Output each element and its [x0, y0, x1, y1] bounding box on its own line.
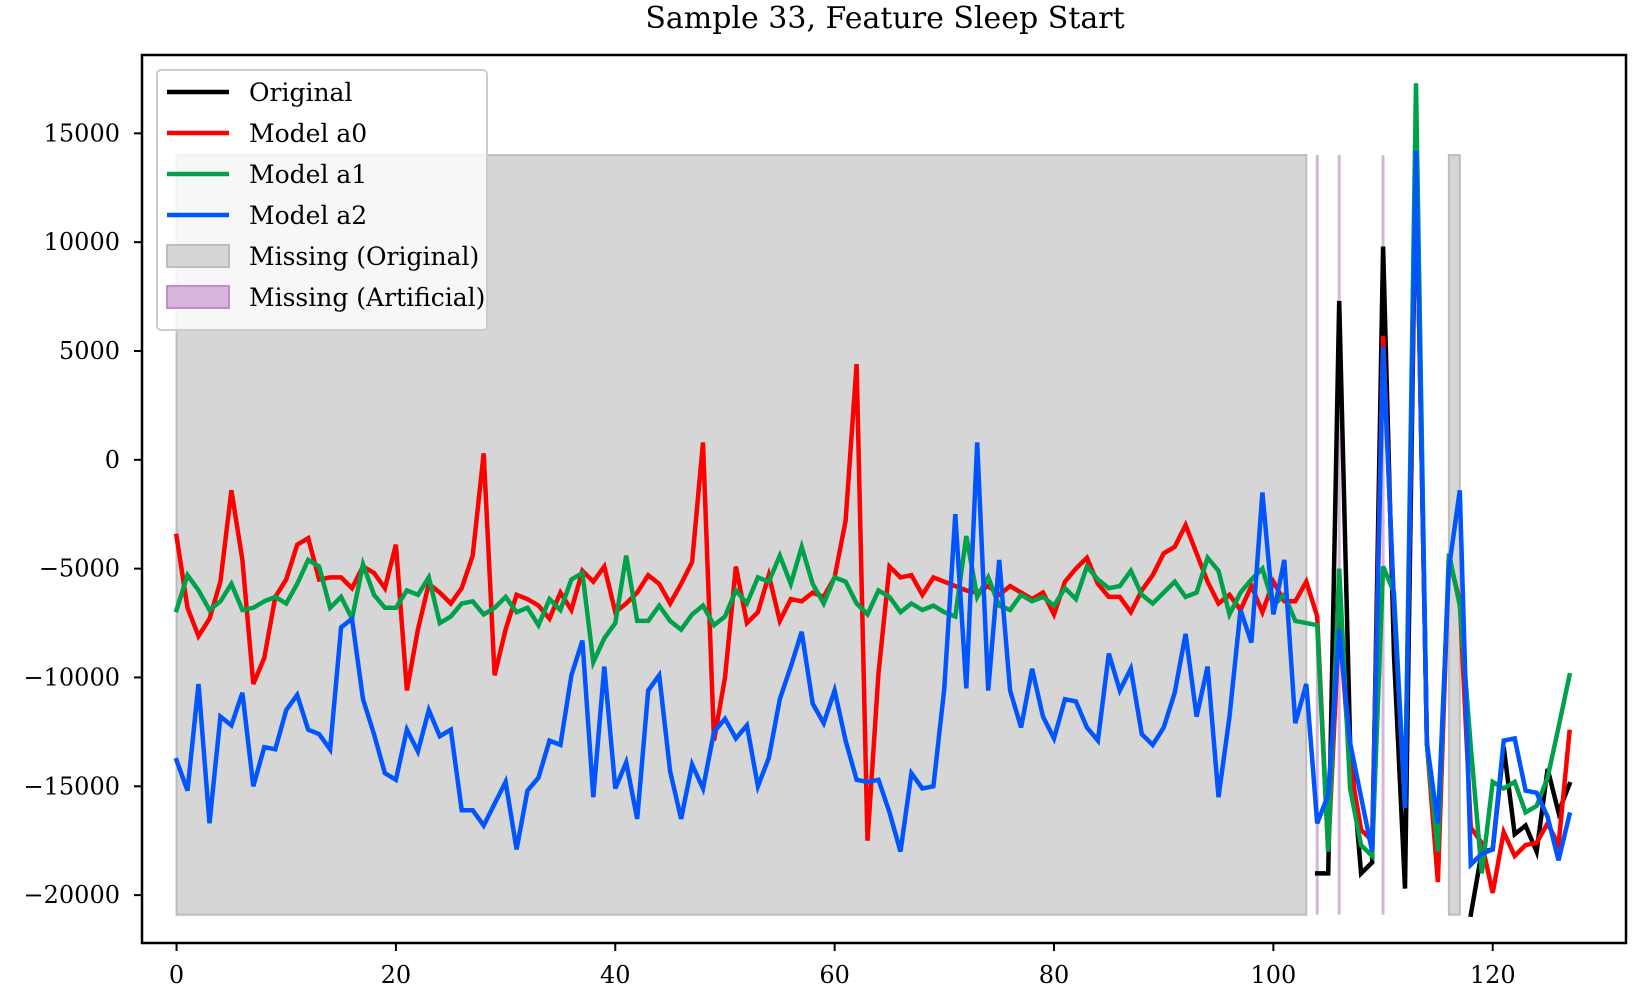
legend-label-model-a0: Model a0: [249, 119, 367, 148]
x-axis: 0 20 40 60 80 100 120: [169, 943, 1516, 989]
legend-label-model-a1: Model a1: [249, 160, 367, 189]
y-tick-label: −20000: [24, 881, 120, 909]
legend-box: [156, 69, 488, 331]
x-tick-label: 100: [1250, 961, 1296, 989]
x-tick-label: 60: [819, 961, 850, 989]
y-axis: −20000 −15000 −10000 −5000 0 5000 10000 15000: [24, 119, 142, 909]
plot-frame: [140, 53, 1628, 945]
y-tick-label: −5000: [39, 555, 120, 583]
legend-swatch-missing-artificial: [166, 285, 230, 309]
x-tick-label: 0: [169, 961, 184, 989]
legend-label-model-a2: Model a2: [249, 201, 367, 230]
x-tick-label: 20: [381, 961, 412, 989]
legend: Original Model a0 Model a1 Model a2 Missing …: [156, 69, 488, 331]
y-tick-label: 15000: [44, 119, 120, 147]
x-tick-label: 40: [600, 961, 631, 989]
series-lines: [173, 83, 1573, 918]
legend-label-original: Original: [249, 78, 352, 107]
y-tick-label: 5000: [59, 337, 120, 365]
x-tick-label: 80: [1039, 961, 1070, 989]
y-tick-label: 10000: [44, 228, 120, 256]
y-tick-label: −10000: [24, 663, 120, 691]
x-tick-label: 120: [1470, 961, 1516, 989]
y-tick-label: −15000: [24, 772, 120, 800]
y-tick-label: 0: [105, 446, 120, 474]
legend-swatch-missing-original: [166, 244, 230, 268]
series-line-model-a1: [173, 83, 1573, 874]
legend-label-missing-original: Missing (Original): [249, 242, 479, 271]
chart-title: Sample 33, Feature Sleep Start: [645, 1, 1124, 36]
legend-label-missing-artificial: Missing (Artificial): [249, 283, 485, 312]
series-line-model-a2: [173, 150, 1573, 870]
